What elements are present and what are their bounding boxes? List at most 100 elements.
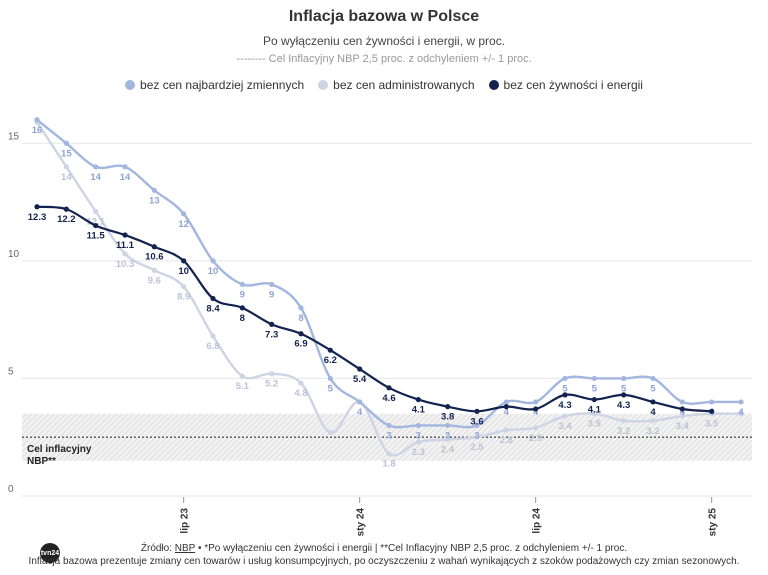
data-label-series-2: 3.2 <box>646 426 659 437</box>
data-label-series-1: 16 <box>32 125 43 136</box>
data-label-series-3: 8.4 <box>206 303 220 314</box>
y-tick-label: 0 <box>8 484 14 495</box>
y-tick-label: 10 <box>8 249 20 260</box>
data-point-series-2 <box>210 333 216 339</box>
data-label-series-1: 9 <box>269 289 274 300</box>
data-point-series-2 <box>327 429 333 436</box>
data-point-series-3 <box>650 399 656 405</box>
data-label-series-1: 5 <box>621 383 627 394</box>
data-label-series-1: 4 <box>533 407 539 418</box>
data-label-series-3: 12.2 <box>57 214 76 225</box>
chart-subtitle: Po wyłączeniu cen żywności i energii, w … <box>262 34 506 48</box>
data-label-series-1: 5 <box>562 383 568 394</box>
data-label-series-1: 14 <box>120 172 131 183</box>
data-label-series-2: 6.8 <box>206 341 219 352</box>
data-label-series-3: 4.3 <box>558 400 571 411</box>
data-point-series-1 <box>269 281 275 287</box>
series-line-2 <box>35 121 742 457</box>
data-point-series-1 <box>93 164 99 170</box>
data-label-series-1: 4 <box>504 407 510 418</box>
target-note: -------- Cel Inflacyjny NBP 2,5 proc. z … <box>236 53 532 65</box>
data-label-series-2: 14 <box>61 172 72 183</box>
source-notes: • *Po wyłączeniu cen żywności i energii … <box>195 543 628 554</box>
data-point-series-2 <box>415 439 421 445</box>
data-label-series-1: 5 <box>592 383 598 394</box>
legend-item-series-3[interactable]: bez cen żywności i energii <box>488 78 643 92</box>
data-point-series-3 <box>151 244 157 250</box>
data-label-series-3: 10.6 <box>145 252 164 263</box>
target-band-label: Cel inflacyjny <box>27 444 92 455</box>
data-label-series-3: 3.6 <box>470 416 483 427</box>
data-label-series-3: 4.1 <box>412 405 426 416</box>
data-point-series-3 <box>621 392 627 398</box>
data-label-series-1: 10 <box>208 266 219 277</box>
data-label-series-2: 3.4 <box>676 421 690 432</box>
data-point-series-1 <box>239 281 245 287</box>
source-line: Źródło: NBP • *Po wyłączeniu cen żywnośc… <box>0 542 768 555</box>
data-label-series-1: 3 <box>416 430 421 441</box>
data-point-series-3 <box>415 396 421 403</box>
data-point-series-3 <box>591 396 597 403</box>
chart-title: Inflacja bazowa w Polsce <box>288 8 480 25</box>
data-point-series-1 <box>415 422 421 429</box>
data-label-series-1: 4 <box>357 407 363 418</box>
data-label-series-2: 12.1 <box>86 216 105 227</box>
data-label-series-2: 2.9 <box>529 433 542 444</box>
data-label-series-1: 3 <box>386 430 391 441</box>
data-label-series-3: 4 <box>650 407 656 418</box>
data-point-series-3 <box>386 385 392 391</box>
data-label-series-3: 8 <box>240 313 245 324</box>
y-tick-label: 15 <box>8 131 20 142</box>
data-label-series-2: 8.9 <box>177 292 190 303</box>
data-point-series-2 <box>63 164 69 170</box>
legend-item-series-1[interactable]: bez cen najbardziej zmiennych <box>125 78 304 92</box>
data-label-series-1: 4 <box>738 407 744 418</box>
data-point-series-1 <box>151 187 157 193</box>
target-band-label: NBP** <box>27 456 56 467</box>
data-point-series-1 <box>503 399 509 405</box>
data-label-series-1: 4 <box>680 407 686 418</box>
data-point-series-1 <box>562 375 568 382</box>
data-point-series-2 <box>650 418 656 424</box>
data-point-series-3 <box>357 366 363 372</box>
data-point-series-2 <box>239 373 245 379</box>
series-line-1 <box>36 118 741 429</box>
data-point-series-1 <box>650 375 656 382</box>
data-label-series-2: 10.3 <box>116 259 135 270</box>
data-label-series-2: 5.2 <box>265 379 278 390</box>
data-point-series-1 <box>298 305 304 311</box>
data-point-series-2 <box>503 427 509 433</box>
footnote: Inflacja bazowa prezentuje zmiany cen to… <box>28 556 740 567</box>
data-label-series-1: 5 <box>650 383 656 394</box>
data-point-series-1 <box>621 375 627 382</box>
data-point-series-2 <box>445 436 451 443</box>
data-label-series-3: 3.8 <box>441 412 454 423</box>
data-label-series-1: 5 <box>328 383 334 394</box>
data-label-series-1: 13 <box>149 195 160 206</box>
data-point-series-2 <box>591 411 597 417</box>
data-point-series-3 <box>327 347 333 353</box>
data-label-series-3: 10 <box>178 266 189 277</box>
y-tick-label: 5 <box>8 366 14 377</box>
data-point-series-1 <box>210 258 216 264</box>
data-point-series-3 <box>63 206 69 212</box>
legend-item-series-2[interactable]: bez cen administrowanych <box>318 78 475 92</box>
data-label-series-3: 4.6 <box>382 393 395 404</box>
data-label-series-1: 14 <box>90 172 101 183</box>
data-point-series-2 <box>151 267 157 273</box>
data-label-series-2: 4.8 <box>294 388 307 399</box>
data-point-series-2 <box>181 284 187 290</box>
data-point-series-3 <box>122 232 128 238</box>
data-point-series-2 <box>738 411 744 417</box>
data-label-series-1: 3 <box>474 430 479 441</box>
data-point-series-3 <box>503 404 509 410</box>
data-point-series-2 <box>533 425 539 431</box>
data-label-series-3: 7.3 <box>265 329 278 340</box>
data-point-series-3 <box>239 305 245 311</box>
data-point-series-3 <box>269 321 275 327</box>
source-link[interactable]: NBP <box>174 543 196 554</box>
data-point-series-1 <box>327 375 333 382</box>
data-point-series-1 <box>34 117 40 123</box>
legend-label-series-2: bez cen administrowanych <box>333 78 475 92</box>
